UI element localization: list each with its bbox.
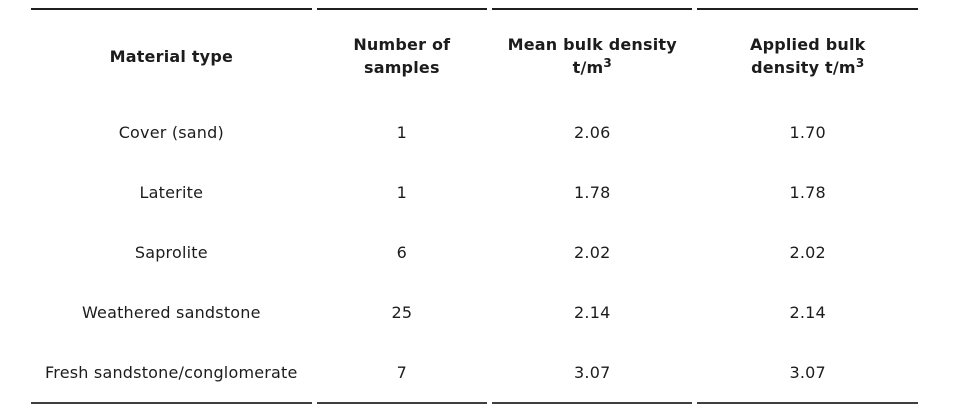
- applied-density-cell: 1.70: [789, 122, 826, 142]
- column-label: Material type: [109, 46, 234, 66]
- material-cell: Laterite: [139, 182, 204, 202]
- material-cell: Saprolite: [134, 242, 208, 262]
- applied-density-cell: 3.07: [697, 342, 918, 404]
- table-row: Fresh sandstone/conglomerate 7 3.07 3.07: [31, 342, 918, 404]
- table-row: Cover (sand) 1 2.06 1.70: [31, 102, 918, 162]
- samples-cell: 1: [396, 122, 408, 142]
- mean-density-cell: 2.14: [574, 302, 611, 322]
- column-label-line1: Applied bulk: [749, 35, 866, 54]
- mean-density-cell: 2.02: [574, 242, 611, 262]
- samples-cell: 7: [316, 342, 488, 404]
- samples-cell: 6: [396, 242, 408, 262]
- samples-cell: 25: [391, 302, 413, 322]
- samples-cell: 1: [396, 182, 408, 202]
- column-label-line2: t/m3: [492, 56, 692, 79]
- material-cell: Cover (sand): [118, 122, 224, 142]
- material-cell: Fresh sandstone/conglomerate: [31, 342, 312, 404]
- header-row: Material type Number of samples Mean bul…: [31, 8, 918, 102]
- applied-density-cell: 2.14: [789, 302, 826, 322]
- column-header-material-type: Material type: [31, 8, 312, 102]
- column-label-line2: density t/m3: [697, 56, 918, 79]
- applied-density-cell: 2.02: [789, 242, 826, 262]
- material-cell: Weathered sandstone: [81, 302, 261, 322]
- column-header-applied-bulk-density: Applied bulk density t/m3: [697, 8, 918, 102]
- unit-text: density t/m: [751, 58, 856, 77]
- unit-superscript: 3: [603, 56, 612, 70]
- applied-density-cell: 1.78: [789, 182, 826, 202]
- column-header-number-of-samples: Number of samples: [316, 8, 488, 102]
- column-label-line1: Mean bulk density: [507, 35, 677, 54]
- table-row: Laterite 1 1.78 1.78: [31, 162, 918, 222]
- table-body: Cover (sand) 1 2.06 1.70 Laterite 1 1.78…: [31, 102, 918, 404]
- column-label-line2: samples: [363, 58, 440, 77]
- column-header-mean-bulk-density: Mean bulk density t/m3: [492, 8, 693, 102]
- mean-density-cell: 2.06: [574, 122, 611, 142]
- unit-superscript: 3: [855, 56, 865, 70]
- mean-density-cell: 3.07: [492, 342, 693, 404]
- mean-density-cell: 1.78: [574, 182, 611, 202]
- density-table: Material type Number of samples Mean bul…: [26, 8, 923, 404]
- table-row: Weathered sandstone 25 2.14 2.14: [31, 282, 918, 342]
- table-header: Material type Number of samples Mean bul…: [31, 8, 918, 102]
- unit-text: t/m: [572, 58, 604, 77]
- bulk-density-table: Material type Number of samples Mean bul…: [26, 8, 923, 404]
- column-label-line1: Number of: [353, 35, 451, 54]
- table-row: Saprolite 6 2.02 2.02: [31, 222, 918, 282]
